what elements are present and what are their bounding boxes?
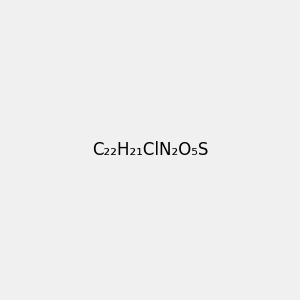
- Text: C₂₂H₂₁ClN₂O₅S: C₂₂H₂₁ClN₂O₅S: [92, 141, 208, 159]
